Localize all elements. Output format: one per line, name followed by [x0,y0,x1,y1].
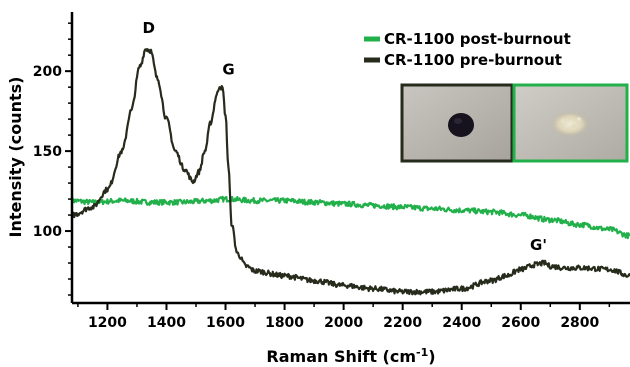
pre-burnout-sample-photo [400,83,514,163]
peak-label-1: G [222,60,234,78]
x-tick-label-2000: 2000 [324,315,363,331]
inset-photos [400,83,629,163]
y-tick-label-200: 200 [33,64,62,80]
x-axis-title-superscript: -1 [416,346,428,359]
post-burnout-sample-photo [512,83,629,163]
series-line-0 [70,195,630,240]
series-layer [70,48,630,296]
x-tick-label-1800: 1800 [265,315,304,331]
legend-label-pre-burnout: CR-1100 pre-burnout [384,51,562,69]
y-tick-label-150: 150 [33,144,62,160]
series-line-1 [71,48,630,296]
x-tick-label-2200: 2200 [383,315,422,331]
x-tick-label-1600: 1600 [206,315,245,331]
x-tick-label-2800: 2800 [560,315,599,331]
peak-label-0: D [143,19,155,37]
y-ticks: 100 150 200 [33,22,72,296]
y-tick-label-100: 100 [33,224,62,240]
x-tick-label-2600: 2600 [501,315,540,331]
peak-label-2: G' [530,236,547,254]
x-tick-label-1400: 1400 [147,315,186,331]
legend-label-post-burnout: CR-1100 post-burnout [384,30,571,48]
peak-annotations: D G G' [143,19,547,254]
x-tick-label-2400: 2400 [442,315,481,331]
x-tick-label-1200: 1200 [88,315,127,331]
y-axis-title: Intensity (counts) [6,77,25,238]
x-axis-title: Raman Shift (cm-1) [266,346,435,366]
x-ticks: 1200 1400 1600 1800 2000 2200 2400 2600 2800 [77,303,611,331]
legend: CR-1100 post-burnout CR-1100 pre-burnout [364,30,571,69]
